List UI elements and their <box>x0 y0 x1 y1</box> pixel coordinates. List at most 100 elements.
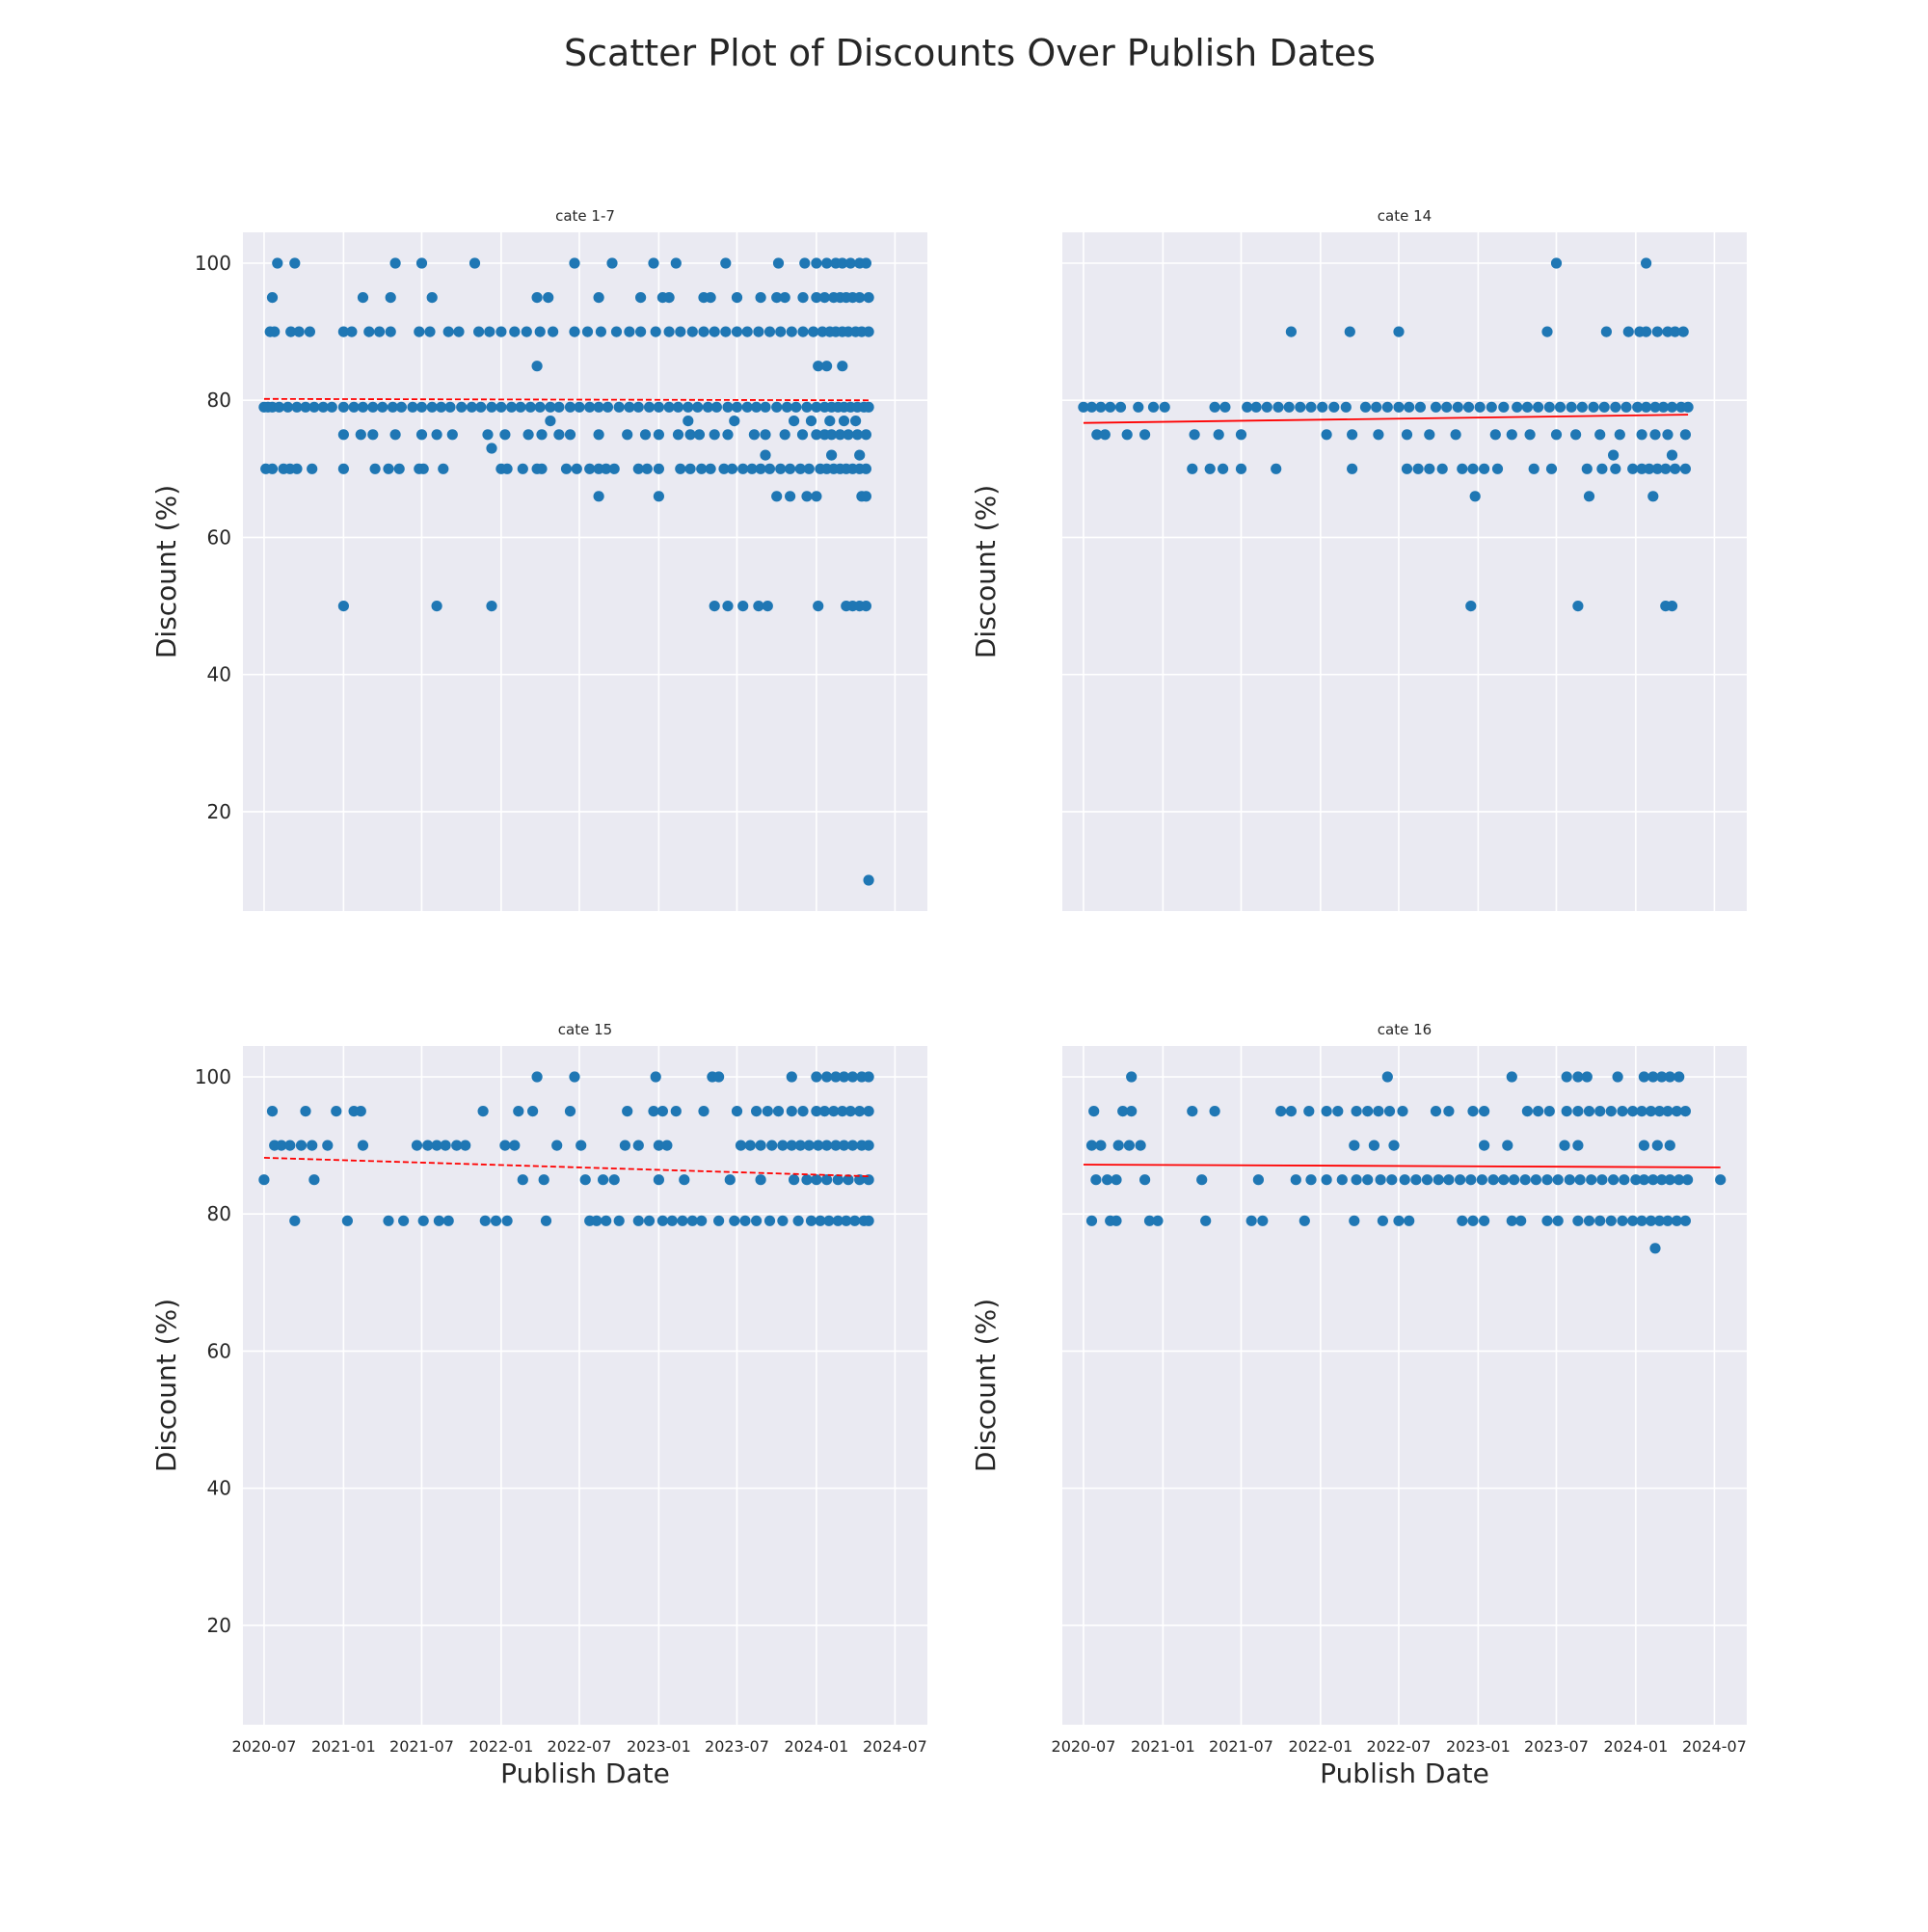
scatter-point <box>781 401 793 413</box>
scatter-point <box>1506 429 1517 441</box>
scatter-point <box>501 463 513 474</box>
scatter-point <box>675 463 686 474</box>
scatter-point <box>484 326 495 337</box>
scatter-point <box>1336 1174 1348 1186</box>
scatter-point <box>801 1174 813 1186</box>
scatter-point <box>653 463 665 474</box>
scatter-point <box>442 326 454 337</box>
scatter-point <box>1670 463 1681 474</box>
scatter-point <box>385 326 396 337</box>
scatter-point <box>517 463 528 474</box>
scatter-point <box>291 463 303 474</box>
scatter-point <box>684 463 696 474</box>
scatter-point <box>624 401 635 413</box>
scatter-point <box>266 1106 279 1117</box>
scatter-point <box>521 326 532 337</box>
scatter-point <box>1102 1174 1113 1186</box>
scatter-point <box>760 401 771 413</box>
scatter-point <box>1541 1174 1553 1186</box>
scatter-point <box>389 257 401 269</box>
scatter-point <box>326 401 337 413</box>
scatter-point <box>545 401 556 413</box>
scatter-point <box>1674 1174 1685 1186</box>
scatter-point <box>1541 1215 1553 1226</box>
scatter-point <box>322 1140 334 1151</box>
scatter-point <box>785 491 796 502</box>
scatter-point <box>595 326 607 337</box>
scatter-point <box>337 326 349 337</box>
y-tick-label: 20 <box>207 1614 231 1637</box>
scatter-point <box>838 416 850 427</box>
scatter-point <box>495 326 507 337</box>
scatter-point <box>860 257 872 269</box>
scatter-point <box>1381 401 1393 413</box>
scatter-point <box>1586 1174 1597 1186</box>
scatter-point <box>818 292 831 304</box>
scatter-point <box>1386 1174 1398 1186</box>
scatter-point <box>1662 429 1674 441</box>
scatter-point <box>1610 401 1621 413</box>
scatter-point <box>385 292 396 304</box>
scatter-point <box>1272 401 1284 413</box>
scatter-point <box>1644 463 1655 474</box>
scatter-point <box>710 401 723 413</box>
scatter-point <box>1344 326 1355 337</box>
scatter-point <box>1462 401 1475 413</box>
scatter-point <box>851 429 864 441</box>
scatter-point <box>686 1215 698 1226</box>
x-tick-label: 2023-01 <box>1446 1737 1511 1756</box>
scatter-point <box>593 401 604 413</box>
scatter-point <box>433 1215 444 1226</box>
scatter-point <box>1401 429 1413 441</box>
scatter-point <box>357 1140 369 1151</box>
x-tick-label: 2021-01 <box>311 1737 376 1756</box>
scatter-point <box>1647 1174 1659 1186</box>
scatter-point <box>762 601 773 612</box>
scatter-point <box>775 326 787 337</box>
scatter-point <box>317 401 329 413</box>
y-tick-label: 40 <box>207 663 231 686</box>
x-tick-label: 2022-07 <box>1367 1737 1432 1756</box>
scatter-point <box>1574 1174 1586 1186</box>
scatter-point <box>509 326 521 337</box>
scatter-point <box>1285 1106 1297 1117</box>
scatter-point <box>670 1106 682 1117</box>
scatter-point <box>815 1215 826 1226</box>
y-axis-label: Discount (%) <box>150 485 182 658</box>
scatter-point <box>860 429 872 441</box>
scatter-point <box>486 443 497 454</box>
scatter-point <box>1630 1174 1642 1186</box>
scatter-point <box>1401 463 1413 474</box>
scatter-point <box>1290 1174 1301 1186</box>
scatter-point <box>837 361 848 372</box>
scatter-point <box>1112 1140 1124 1151</box>
scatter-point <box>1620 401 1632 413</box>
scatter-point <box>527 1106 539 1117</box>
scatter-point <box>622 429 633 441</box>
scatter-point <box>431 1140 442 1151</box>
scatter-point <box>1664 1071 1675 1083</box>
scatter-point <box>799 257 811 269</box>
x-tick-label: 2024-07 <box>863 1737 927 1756</box>
scatter-point <box>653 491 665 502</box>
x-tick-label: 2021-01 <box>1131 1737 1195 1756</box>
scatter-point <box>826 429 838 441</box>
scatter-point <box>686 326 698 337</box>
scatter-point <box>1498 1174 1510 1186</box>
subplot-title: cate 14 <box>1378 207 1432 225</box>
scatter-point <box>656 1106 669 1117</box>
scatter-point <box>797 326 809 337</box>
scatter-point <box>1627 1215 1639 1226</box>
scatter-point <box>779 429 790 441</box>
scatter-point <box>608 1174 620 1186</box>
scatter-point <box>1679 463 1691 474</box>
scatter-point <box>619 1140 631 1151</box>
scatter-point <box>811 1106 822 1117</box>
scatter-point <box>720 257 732 269</box>
scatter-point <box>1252 1174 1264 1186</box>
scatter-point <box>850 416 862 427</box>
scatter-point <box>731 292 743 304</box>
scatter-point <box>331 1106 342 1117</box>
